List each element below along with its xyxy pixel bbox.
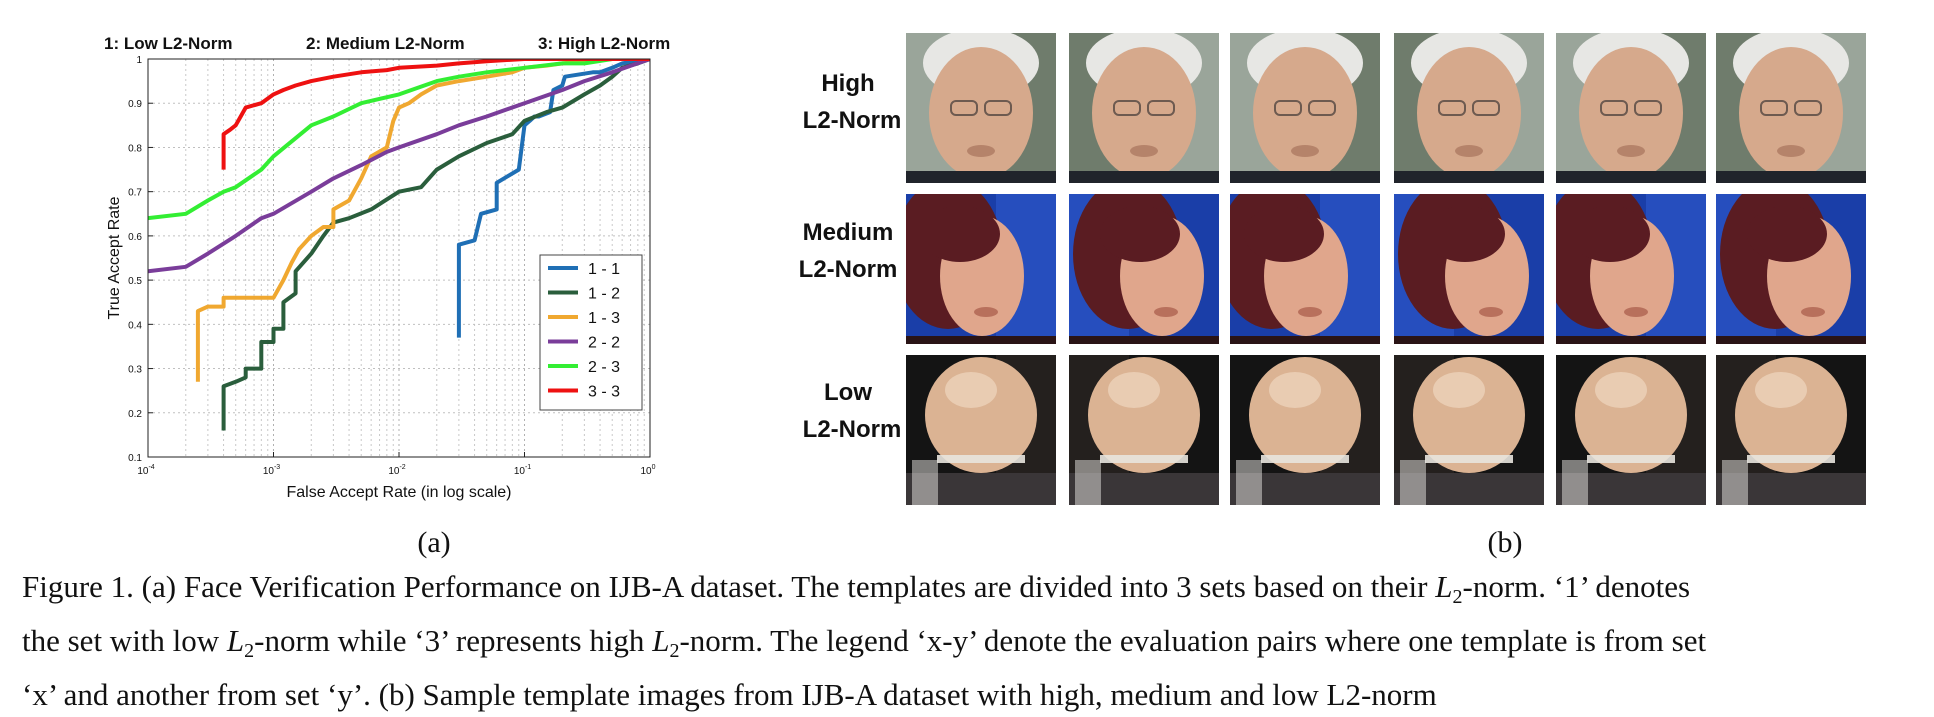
series-line-1-2 [221, 59, 650, 431]
row-label-high: High L2-Norm [803, 70, 902, 134]
face-thumbnail-high-6 [1716, 33, 1866, 183]
face-thumbnail-medium-3 [1230, 194, 1380, 344]
y-tick-label: 0.1 [128, 453, 142, 464]
sample-templates-grid: High L2-Norm Medium L2-Norm Low L2-Norm [799, 33, 1866, 505]
legend-label: 1 - 2 [588, 286, 620, 303]
row-label-high-line2: L2-Norm [803, 107, 902, 134]
legend-box [539, 254, 643, 411]
face-thumbnail-low-4 [1394, 355, 1544, 505]
face-thumbnail-low-6 [1716, 355, 1866, 505]
face-thumbnail-low-3 [1230, 355, 1380, 505]
roc-chart: 0.1 0.2 0.3 0.4 0.5 0.6 0.7 0.8 0.9 1 10-4 10-3 10-2… [106, 55, 656, 501]
face-thumbnail-low-1 [906, 355, 1056, 505]
figure-caption: Figure 1. (a) Face Verification Performa… [22, 565, 1917, 717]
top-label-low: 1: Low L2-Norm [104, 34, 232, 53]
face-thumbnail-high-3 [1230, 33, 1380, 183]
legend-label: 1 - 1 [588, 261, 620, 278]
y-tick-label: 0.7 [128, 188, 142, 199]
y-tick-label: 0.3 [128, 365, 142, 376]
y-tick-label: 0.9 [128, 99, 142, 110]
x-tick-label: 10-4 [137, 464, 154, 477]
row-label-low: Low L2-Norm [803, 379, 902, 443]
top-label-medium: 2: Medium L2-Norm [306, 34, 465, 53]
y-tick-label: 1 [136, 55, 142, 66]
y-tick-label: 0.8 [128, 143, 142, 154]
y-tick-label: 0.6 [128, 232, 142, 243]
y-tick-label: 0.5 [128, 276, 142, 287]
face-thumbnail-medium-6 [1716, 194, 1866, 344]
y-tick-label: 0.4 [128, 320, 142, 331]
top-label-high: 3: High L2-Norm [538, 34, 670, 53]
face-thumbnail-low-2 [1069, 355, 1219, 505]
legend-label: 2 - 2 [588, 335, 620, 352]
face-thumbnail-medium-1 [906, 194, 1056, 344]
legend: 1 - 1 1 - 2 1 - 3 2 - 2 2 - 3 3 - 3 [539, 254, 643, 411]
row-label-medium: Medium L2-Norm [799, 219, 898, 283]
x-tick-label: 10-3 [263, 464, 280, 477]
series-line-2-2 [148, 59, 650, 274]
caption-line-1: Figure 1. (a) Face Verification Performa… [22, 569, 1691, 608]
face-thumbnail-high-4 [1394, 33, 1544, 183]
y-axis-label: True Accept Rate [106, 196, 123, 319]
face-thumbnail-high-1 [906, 33, 1056, 183]
x-axis-label: False Accept Rate (in log scale) [287, 484, 512, 501]
face-thumbnail-medium-2 [1069, 194, 1219, 344]
caption-line-3: ‘x’ and another from set ‘y’. (b) Sample… [22, 677, 1437, 712]
row-label-low-line1: Low [824, 379, 872, 406]
series-line-3-3 [221, 59, 650, 170]
caption-line-2: the set with low L2-norm while ‘3’ repre… [22, 623, 1707, 662]
legend-label: 1 - 3 [588, 310, 620, 327]
legend-label: 3 - 3 [588, 384, 620, 401]
y-tick-label: 0.2 [128, 409, 142, 420]
x-tick-label: 10-1 [514, 464, 531, 477]
row-label-medium-line2: L2-Norm [799, 256, 898, 283]
axis-ticks: 0.1 0.2 0.3 0.4 0.5 0.6 0.7 0.8 0.9 1 10-4 10-3 10-2… [128, 55, 656, 477]
series-line-2-3 [148, 59, 650, 221]
face-thumbnail-medium-4 [1394, 194, 1544, 344]
legend-label: 2 - 3 [588, 359, 620, 376]
series-layer [148, 59, 650, 431]
subfigure-label-a: (a) [417, 526, 450, 559]
figure-1: 1: Low L2-Norm 2: Medium L2-Norm 3: High… [104, 33, 1866, 559]
row-label-low-line2: L2-Norm [803, 416, 902, 443]
x-tick-label: 100 [640, 464, 655, 477]
face-thumbnail-high-2 [1069, 33, 1219, 183]
row-label-medium-line1: Medium [803, 219, 894, 246]
subfigure-label-b: (b) [1488, 526, 1523, 559]
row-label-high-line1: High [821, 70, 874, 97]
face-thumbnail-high-5 [1556, 33, 1706, 183]
x-tick-label: 10-2 [388, 464, 405, 477]
face-thumbnail-low-5 [1556, 355, 1706, 505]
face-thumbnail-medium-5 [1556, 194, 1706, 344]
